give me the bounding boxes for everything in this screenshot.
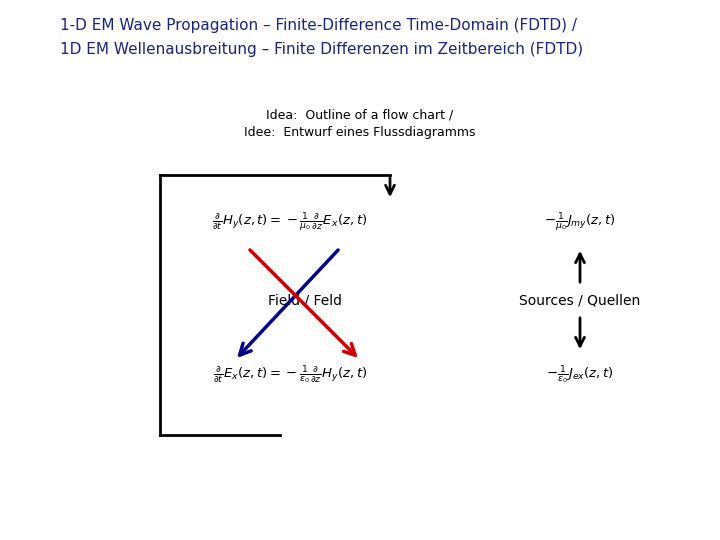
Text: $\frac{\partial}{\partial t}H_y(z,t) = -\frac{1}{\mu_0}\frac{\partial}{\partial : $\frac{\partial}{\partial t}H_y(z,t) = -… bbox=[212, 211, 368, 233]
Text: Field / Feld: Field / Feld bbox=[268, 293, 342, 307]
Text: $-\frac{1}{\mu_0}J_{my}(z,t)$: $-\frac{1}{\mu_0}J_{my}(z,t)$ bbox=[544, 211, 616, 233]
Text: Sources / Quellen: Sources / Quellen bbox=[519, 293, 641, 307]
Text: Idee:  Entwurf eines Flussdiagramms: Idee: Entwurf eines Flussdiagramms bbox=[244, 126, 476, 139]
Text: $\frac{\partial}{\partial t}E_x(z,t) = -\frac{1}{\varepsilon_0}\frac{\partial}{\: $\frac{\partial}{\partial t}E_x(z,t) = -… bbox=[213, 364, 367, 386]
Text: 1D EM Wellenausbreitung – Finite Differenzen im Zeitbereich (FDTD): 1D EM Wellenausbreitung – Finite Differe… bbox=[60, 42, 583, 57]
Text: 1-D EM Wave Propagation – Finite-Difference Time-Domain (FDTD) /: 1-D EM Wave Propagation – Finite-Differe… bbox=[60, 18, 577, 33]
Text: $-\frac{1}{\varepsilon_0}J_{ex}(z,t)$: $-\frac{1}{\varepsilon_0}J_{ex}(z,t)$ bbox=[546, 364, 614, 386]
Text: Idea:  Outline of a flow chart /: Idea: Outline of a flow chart / bbox=[266, 108, 454, 121]
